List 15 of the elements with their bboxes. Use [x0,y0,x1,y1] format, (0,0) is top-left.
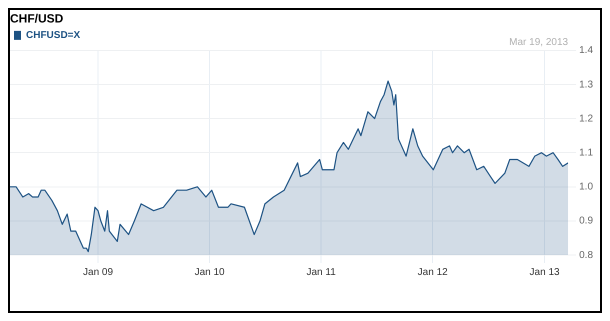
y-tick-label: 0.8 [579,250,594,261]
x-tick-label: Jan 10 [194,266,226,278]
x-tick-label: Jan 12 [418,266,448,278]
text: Mar 19, 2013 [509,37,569,48]
chart-title: CHF/USD [10,12,64,26]
y-tick-label: 1.3 [579,79,594,90]
y-tick-label: 1.1 [579,147,594,158]
y-tick-label: 0.9 [579,216,594,227]
x-tick-label: Jan 13 [530,266,560,278]
y-tick-label: 1.0 [579,182,594,193]
legend-label: CHFUSD=X [26,30,81,42]
y-tick-label: 1.2 [579,113,594,124]
x-tick-label: Jan 09 [83,266,114,278]
x-tick-label: Jan 11 [306,266,336,278]
y-tick-label: 1.4 [579,45,594,56]
